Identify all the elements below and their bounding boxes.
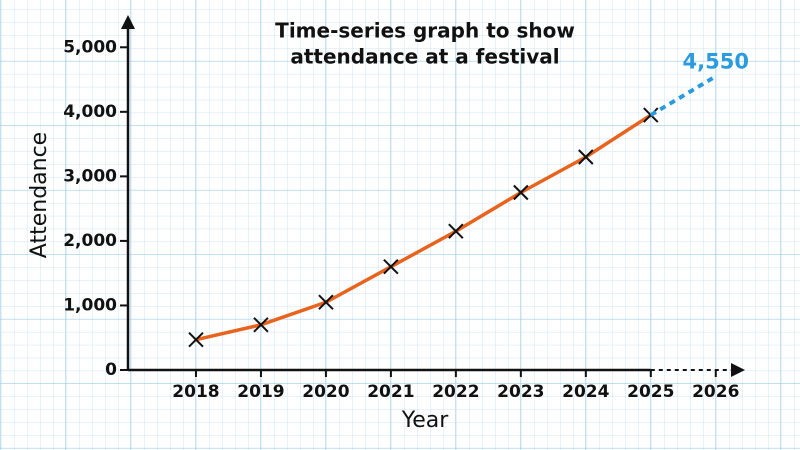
projection-line <box>649 74 717 117</box>
cross-stroke <box>253 317 269 333</box>
data-point <box>448 223 464 239</box>
x-axis-arrow <box>731 363 745 377</box>
cross-stroke <box>513 184 529 201</box>
chart-title: Time-series graph to show <box>275 19 575 43</box>
cross-stroke <box>188 331 204 348</box>
data-point <box>188 331 204 348</box>
cross-stroke <box>578 149 594 165</box>
data-point <box>318 294 334 310</box>
y-tick-label: 4,000 <box>63 102 117 122</box>
x-tick-label: 2018 <box>172 382 219 402</box>
y-tick-label: 3,000 <box>63 166 117 186</box>
data-line <box>194 113 653 342</box>
y-tick-label: 1,000 <box>63 295 117 315</box>
x-tick-label: 2020 <box>302 382 349 402</box>
cross-stroke <box>448 223 464 239</box>
data-point <box>578 149 594 165</box>
cross-stroke <box>318 294 334 310</box>
x-tick-label: 2025 <box>627 382 674 402</box>
value-label: 4,550 <box>683 49 749 73</box>
y-axis-arrow <box>121 15 135 29</box>
cross-stroke <box>383 259 399 275</box>
x-tick-label: 2026 <box>692 382 739 402</box>
y-axis-label: Attendance <box>27 132 52 258</box>
data-point <box>383 259 399 275</box>
data-point <box>253 317 269 333</box>
x-tick-label: 2024 <box>562 382 609 402</box>
x-tick-label: 2023 <box>497 382 544 402</box>
data-point <box>513 184 529 201</box>
y-tick-label: 5,000 <box>63 37 117 57</box>
y-tick-label: 0 <box>105 360 117 380</box>
x-tick-label: 2021 <box>367 382 414 402</box>
y-tick-label: 2,000 <box>63 231 117 251</box>
x-tick-label: 2019 <box>237 382 284 402</box>
chart-title: attendance at a festival <box>290 45 559 69</box>
x-axis-label: Year <box>401 408 450 433</box>
x-tick-label: 2022 <box>432 382 479 402</box>
